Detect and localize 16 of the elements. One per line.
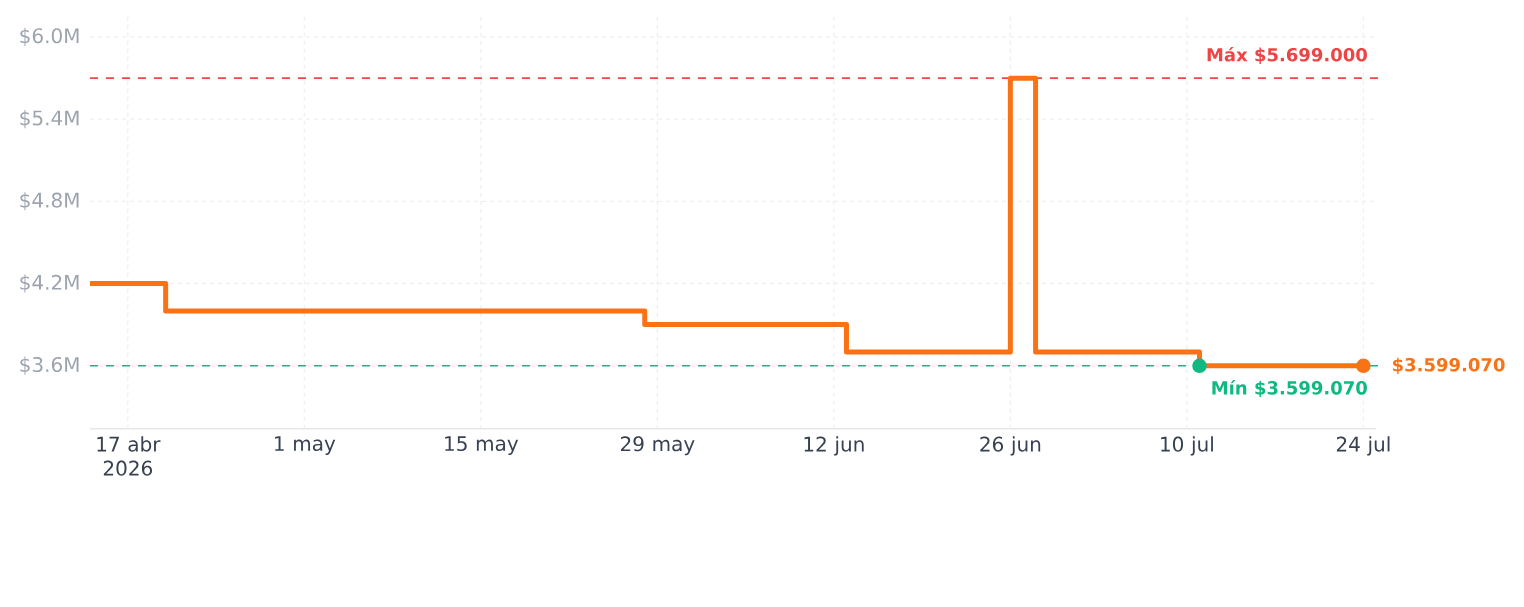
x-tick-label: 29 may: [620, 436, 695, 456]
x-tick-label: 12 jun: [804, 436, 864, 456]
x-tick-label: 24 jul: [1336, 436, 1390, 456]
y-tick-label: $5.4M: [20, 110, 79, 129]
y-tick-label: $4.8M: [20, 192, 79, 211]
annotation: $3.599.070: [1392, 357, 1505, 374]
ref-line-label: Mín $3.599.070: [1212, 380, 1367, 398]
y-tick-label: $6.0M: [20, 27, 79, 46]
x-tick-label: 1 may: [275, 436, 336, 455]
x-tick-label: 15 may: [445, 436, 519, 455]
x-tick-label: 17 abr 2026: [97, 436, 161, 476]
x-tick-label: 26 jun: [980, 436, 1041, 456]
y-tick-label: $3.6M: [20, 356, 79, 375]
y-tick-label: $4.2M: [20, 274, 79, 293]
x-tick-label: 10 jul: [1161, 436, 1213, 456]
ref-line-label: Máx $5.699.000: [1207, 46, 1367, 64]
